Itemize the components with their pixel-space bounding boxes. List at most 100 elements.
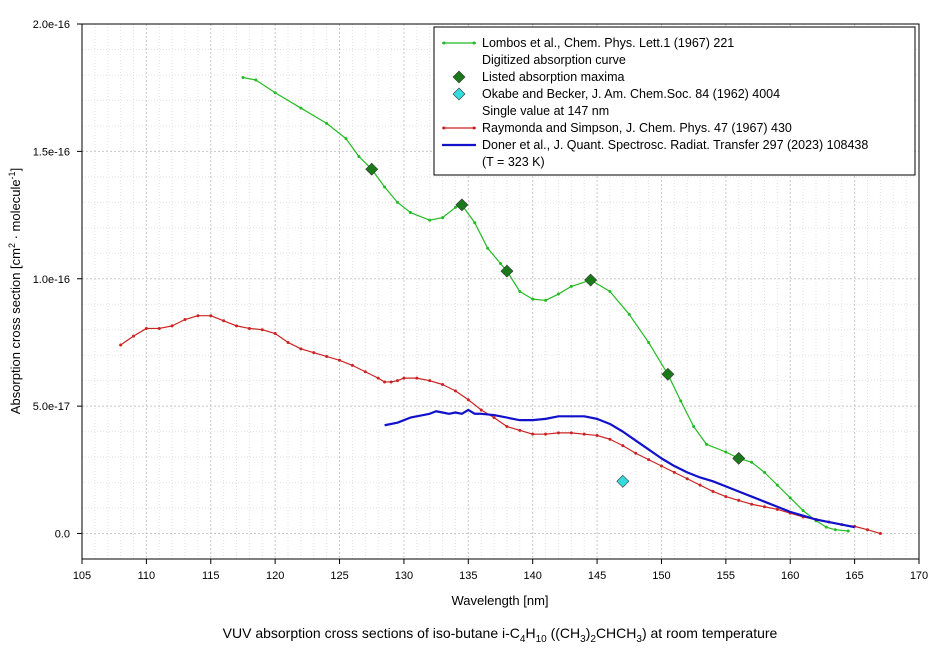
data-point <box>415 376 419 380</box>
y-axis-title: Absorption cross section [cm2 · molecule… <box>7 168 23 414</box>
data-point <box>616 474 630 488</box>
data-point <box>661 367 675 381</box>
data-point <box>531 297 535 301</box>
data-point <box>634 451 638 455</box>
series-1 <box>365 162 746 465</box>
legend-swatch <box>452 87 466 101</box>
legend-label: Raymonda and Simpson, J. Chem. Phys. 47 … <box>482 121 792 135</box>
x-tick-label: 110 <box>138 570 156 582</box>
x-tick-label: 160 <box>781 570 799 582</box>
data-point <box>711 489 715 493</box>
legend-label: Listed absorption maxima <box>482 70 624 84</box>
data-point <box>531 432 535 436</box>
data-point <box>584 273 598 287</box>
x-tick-label: 130 <box>395 570 413 582</box>
data-point <box>273 332 277 336</box>
caption-sub2: 10 <box>536 634 548 645</box>
data-point <box>389 380 393 384</box>
y-tick-label: 1.5e-16 <box>33 146 70 158</box>
data-point <box>627 312 631 316</box>
data-point <box>453 389 457 393</box>
data-point <box>569 431 573 435</box>
data-point <box>724 450 728 454</box>
data-point <box>679 399 683 403</box>
data-point <box>569 284 573 288</box>
caption-prefix: VUV absorption cross sections of iso-but… <box>223 625 520 641</box>
x-axis-title: Wavelength [nm] <box>451 593 548 608</box>
data-point <box>466 398 470 402</box>
data-point <box>595 433 599 437</box>
series-line <box>384 408 855 529</box>
y-axis-title-sup2: -1 <box>7 171 17 179</box>
data-point <box>518 428 522 432</box>
y-tick-label: 1.0e-16 <box>33 274 70 286</box>
x-tick-label: 120 <box>266 570 284 582</box>
y-axis-title-mid: · molecule <box>8 179 23 243</box>
data-point <box>750 502 754 506</box>
legend-swatch-marker <box>472 41 476 45</box>
data-point <box>608 290 612 293</box>
legend-box <box>433 26 916 176</box>
x-tick-label: 170 <box>910 570 928 582</box>
legend-swatch-marker <box>442 41 446 45</box>
x-tick-label: 140 <box>524 570 542 582</box>
legend-label: (T = 323 K) <box>482 155 545 169</box>
data-point <box>479 408 483 412</box>
x-tick-label: 155 <box>717 570 735 582</box>
data-point <box>582 432 586 436</box>
series-4 <box>384 408 855 529</box>
data-point <box>441 382 445 386</box>
y-tick-label: 0.0 <box>55 529 70 541</box>
y-axis-title-sup1: 2 <box>7 243 17 248</box>
data-point <box>544 432 548 436</box>
axes: 105 110 115 120 125 130 135 140 145 150 155 160 165 1… <box>33 19 928 582</box>
data-point <box>408 211 412 215</box>
data-point <box>273 91 277 95</box>
data-point <box>801 509 805 513</box>
data-point <box>247 326 251 330</box>
data-point <box>846 529 850 533</box>
data-point <box>325 121 329 125</box>
data-point <box>750 460 754 464</box>
y-axis-title-end: ] <box>8 168 23 172</box>
legend-label: Doner et al., J. Quant. Spectrosc. Radia… <box>482 138 868 152</box>
x-tick-label: 165 <box>845 570 863 582</box>
grid <box>82 23 919 560</box>
x-tick-label: 105 <box>73 570 91 582</box>
data-point <box>865 528 869 532</box>
data-point <box>402 376 406 380</box>
data-point <box>299 347 303 351</box>
data-point <box>260 328 264 332</box>
legend-label: Okabe and Becker, J. Am. Chem.Soc. 84 (1… <box>482 87 780 101</box>
data-point <box>157 326 161 330</box>
data-point <box>608 437 612 441</box>
data-point <box>286 340 290 344</box>
data-point <box>209 314 213 318</box>
caption-mid4: CHCH <box>596 625 636 641</box>
data-point <box>383 185 387 189</box>
data-point <box>383 380 387 384</box>
data-point <box>659 464 663 468</box>
data-point <box>299 106 303 110</box>
series-2 <box>616 474 630 488</box>
data-point <box>363 370 367 374</box>
data-point <box>724 495 728 499</box>
caption-sub1: 4 <box>520 634 526 645</box>
data-point <box>518 290 522 293</box>
data-point <box>325 354 329 358</box>
data-point <box>788 496 792 500</box>
legend: Lombos et al., Chem. Phys. Lett.1 (1967)… <box>433 26 916 176</box>
data-point <box>376 376 380 380</box>
data-point <box>241 76 245 79</box>
data-point <box>499 261 502 265</box>
x-tick-label: 150 <box>652 570 670 582</box>
y-tick-label: 2.0e-16 <box>33 19 70 31</box>
data-point <box>775 507 779 511</box>
data-point <box>672 470 676 474</box>
data-point <box>254 78 258 82</box>
data-point <box>647 340 651 344</box>
caption-sub5: 3 <box>636 634 642 645</box>
x-tick-label: 145 <box>588 570 606 582</box>
data-point <box>762 505 766 509</box>
